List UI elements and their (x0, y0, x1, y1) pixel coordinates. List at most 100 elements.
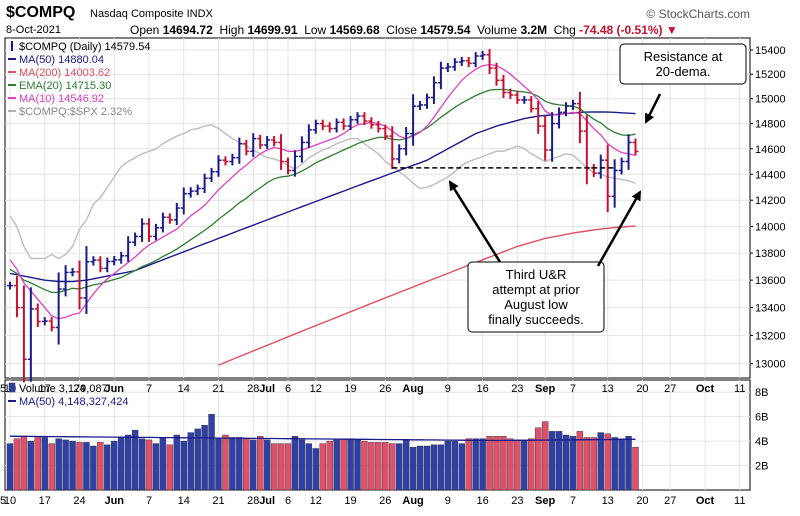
volume-bar (250, 439, 257, 491)
volume-bar (396, 443, 403, 491)
price-bar (305, 124, 312, 148)
price-bar (62, 265, 69, 297)
price-bar (146, 218, 152, 242)
price-bar (625, 134, 632, 170)
volume-bar (312, 448, 319, 491)
volume-bar (423, 445, 431, 491)
price-bar (437, 61, 444, 90)
legend-entry: MA(10) 14546.92 (19, 93, 104, 105)
price-bar (201, 173, 208, 194)
volume-bar (229, 437, 236, 491)
price-x-tick-label: 7 (570, 383, 576, 395)
price-bar (430, 76, 437, 104)
volume-bar (159, 437, 167, 491)
volume-bar (618, 438, 625, 491)
price-y-tick-label: 13000 (755, 359, 786, 371)
volume-x-tick-label: 21 (212, 495, 224, 507)
volume-bar (597, 432, 604, 491)
volume-x-tick-label: Oct (696, 495, 715, 507)
price-bar (569, 99, 576, 111)
third-ur-annotation-text: Third U&R (506, 267, 567, 282)
volume-bar (187, 432, 194, 491)
volume-bar (90, 445, 97, 491)
volume-bar (55, 438, 62, 491)
volume-x-tick-label: 17 (39, 495, 51, 507)
price-bar (20, 285, 27, 383)
price-x-tick-label: 20 (636, 383, 648, 395)
legend-entry: MA(200) 14003.62 (19, 67, 110, 79)
volume-x-tick-label: 13 (602, 495, 614, 507)
price-bar (479, 50, 486, 60)
volume-bar (291, 436, 299, 491)
chg-value: -74.48 (-0.51%) (579, 23, 663, 37)
volume-bar (514, 439, 521, 491)
price-x-tick-label: Aug (402, 383, 423, 395)
volume-x-tick-label: Jun (104, 495, 124, 507)
low-value: 14569.68 (329, 23, 380, 37)
volume-bar (326, 440, 333, 491)
price-bar (55, 272, 62, 345)
price-bar (632, 138, 639, 156)
price-x-tick-label: 24 (73, 383, 85, 395)
price-bar (493, 62, 500, 86)
volume-ma50-line (9, 435, 636, 442)
volume-bar (625, 436, 632, 491)
ma200-line (218, 225, 636, 366)
volume-bar (298, 439, 306, 491)
price-x-tick-label: 13 (602, 383, 614, 395)
volume-bar (173, 434, 181, 491)
price-bar (597, 154, 604, 179)
price-bar (500, 74, 507, 98)
volume-x-tick-label: 28 (247, 495, 259, 507)
price-bar (222, 156, 229, 166)
volume-x-tick-label: 27 (664, 495, 676, 507)
volume-bar (402, 439, 410, 491)
price-bar (535, 101, 542, 134)
volume-bar (576, 431, 584, 491)
price-bar (291, 150, 298, 177)
volume-bar (48, 443, 55, 491)
price-y-tick-label: 15200 (755, 69, 786, 81)
price-bar (159, 212, 166, 233)
price-y-tick-label: 15400 (755, 45, 786, 57)
volume-bar (486, 436, 493, 491)
volume-bar (361, 440, 368, 491)
volume-x-tick-label: 11 (734, 495, 745, 507)
volume-y-tick-label: 6B (755, 412, 768, 424)
volume-bar (194, 428, 201, 491)
price-bar (424, 93, 430, 109)
ma10-line (9, 63, 636, 320)
volume-bar (131, 429, 139, 491)
price-bar (410, 94, 417, 146)
volume-bar (277, 443, 285, 491)
volume-bar (124, 434, 132, 491)
price-x-tick-label: 14 (178, 383, 190, 395)
volume-bar (555, 431, 563, 491)
volume-bar (201, 425, 208, 491)
stockcharts-logo: © StockCharts.com (646, 7, 750, 21)
price-bar (361, 112, 368, 125)
volume-x-tick-label: 9 (445, 495, 451, 507)
price-bar (521, 96, 528, 104)
index-name: Nasdaq Composite INDX (90, 8, 213, 20)
price-y-tick-label: 14200 (755, 195, 786, 207)
price-bar (611, 159, 618, 208)
volume-bar (34, 437, 41, 491)
price-x-tick-label: 21 (212, 383, 224, 395)
price-bar (111, 255, 118, 266)
price-bar (76, 260, 83, 310)
volume-bar (465, 438, 472, 491)
volume-bar (583, 437, 591, 491)
volume-bar (500, 436, 507, 491)
price-bar (403, 127, 410, 156)
price-bar (556, 107, 563, 129)
volume-bar (611, 437, 618, 491)
price-bar (340, 118, 347, 130)
price-bar (319, 119, 326, 130)
chg-down-arrow-icon: ▼ (665, 23, 678, 37)
ma50-line (9, 111, 636, 283)
price-bar (451, 58, 458, 71)
price-bar (236, 137, 243, 164)
